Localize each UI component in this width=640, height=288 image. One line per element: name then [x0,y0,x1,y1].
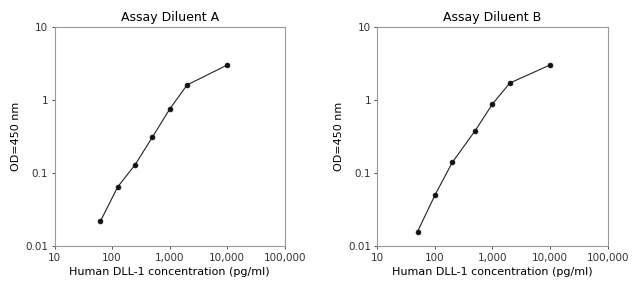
X-axis label: Human DLL-1 concentration (pg/ml): Human DLL-1 concentration (pg/ml) [392,267,593,277]
Y-axis label: OD=450 nm: OD=450 nm [334,102,344,171]
Title: Assay Diluent B: Assay Diluent B [444,11,541,24]
Title: Assay Diluent A: Assay Diluent A [120,11,219,24]
Y-axis label: OD=450 nm: OD=450 nm [11,102,21,171]
X-axis label: Human DLL-1 concentration (pg/ml): Human DLL-1 concentration (pg/ml) [69,267,270,277]
